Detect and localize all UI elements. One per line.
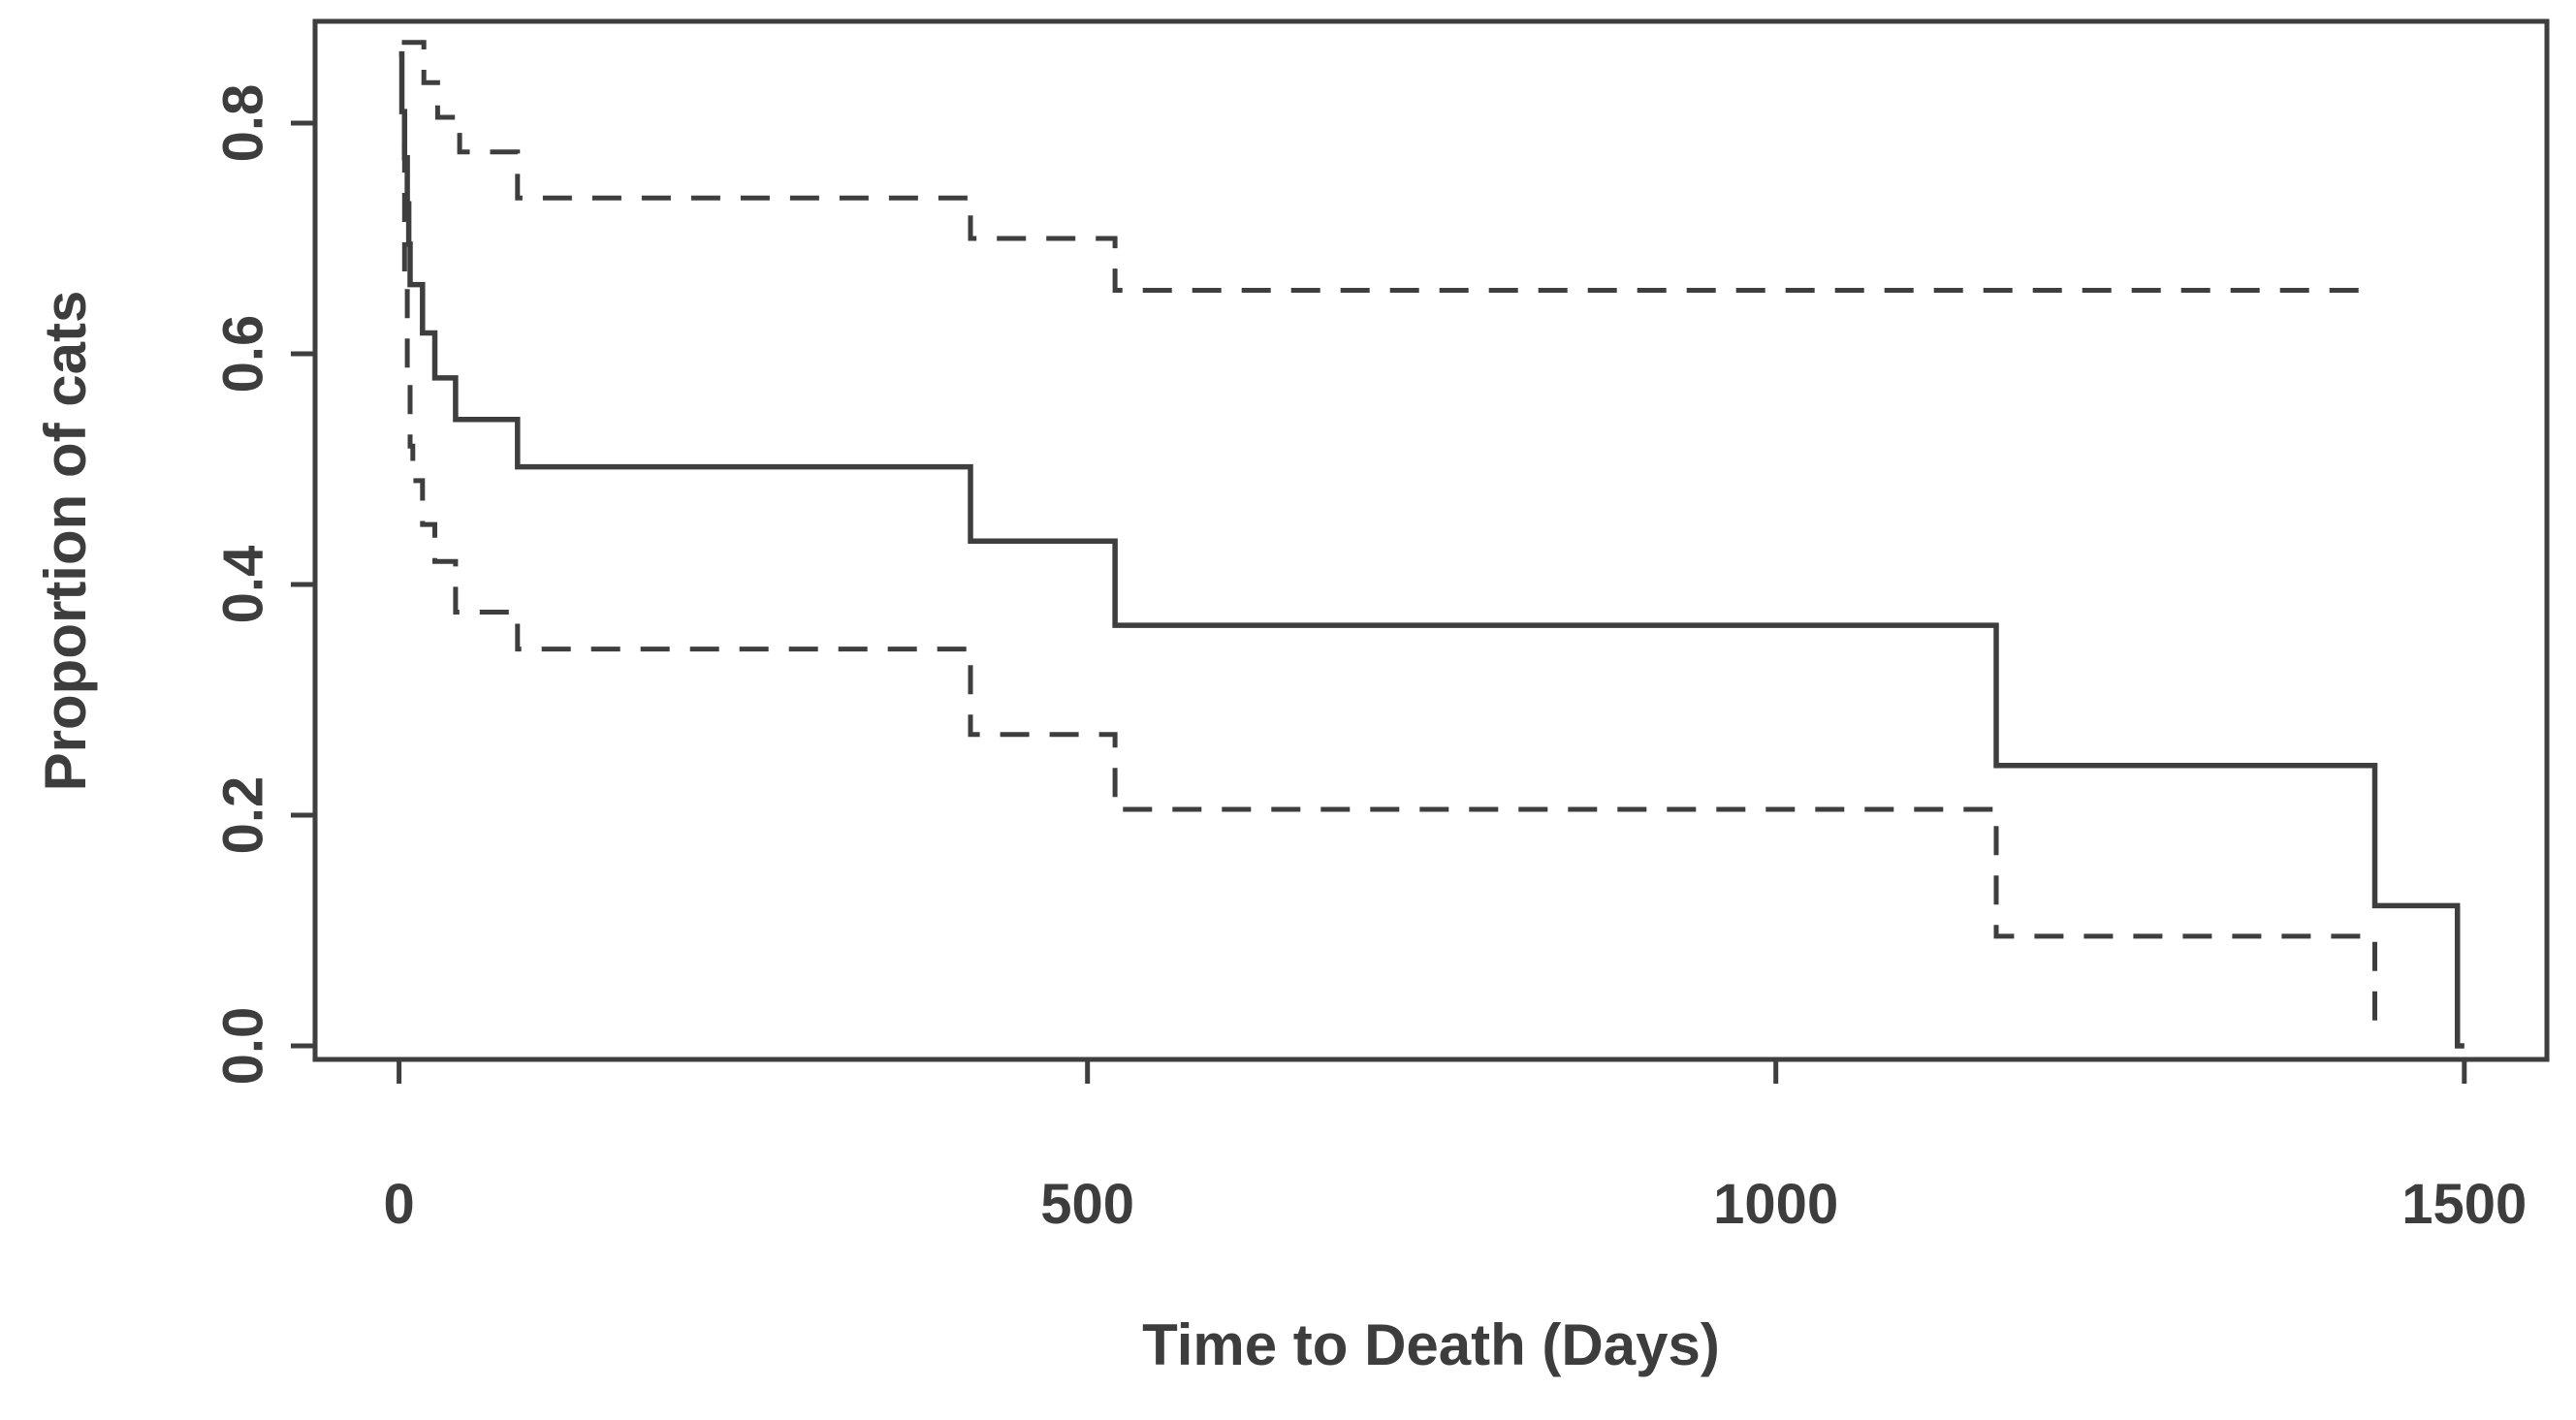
km-estimate-line	[398, 50, 2465, 1049]
y-axis-title: Proportion of cats	[33, 291, 98, 792]
plot-border	[312, 18, 2550, 1062]
y-tick-label-0.4: 0.4	[211, 546, 274, 624]
curves-group	[398, 40, 2465, 1049]
lower-ci-line	[401, 143, 2377, 1024]
x-axis: 0 500 1000 1500	[383, 1059, 2527, 1236]
y-tick-label-0.6: 0.6	[211, 315, 274, 394]
x-tick-label-1500: 1500	[2401, 1173, 2527, 1236]
upper-ci-line	[401, 40, 2375, 293]
y-tick-label-0.0: 0.0	[211, 1007, 274, 1086]
x-axis-title: Time to Death (Days)	[1142, 1312, 1720, 1377]
x-tick-label-1000: 1000	[1713, 1173, 1838, 1236]
y-tick-label-0.8: 0.8	[211, 84, 274, 163]
y-axis: 0.0 0.2 0.4 0.6 0.8	[211, 84, 315, 1086]
x-tick-label-500: 500	[1040, 1173, 1134, 1236]
x-tick-label-0: 0	[383, 1173, 414, 1236]
y-tick-label-0.2: 0.2	[211, 776, 274, 855]
